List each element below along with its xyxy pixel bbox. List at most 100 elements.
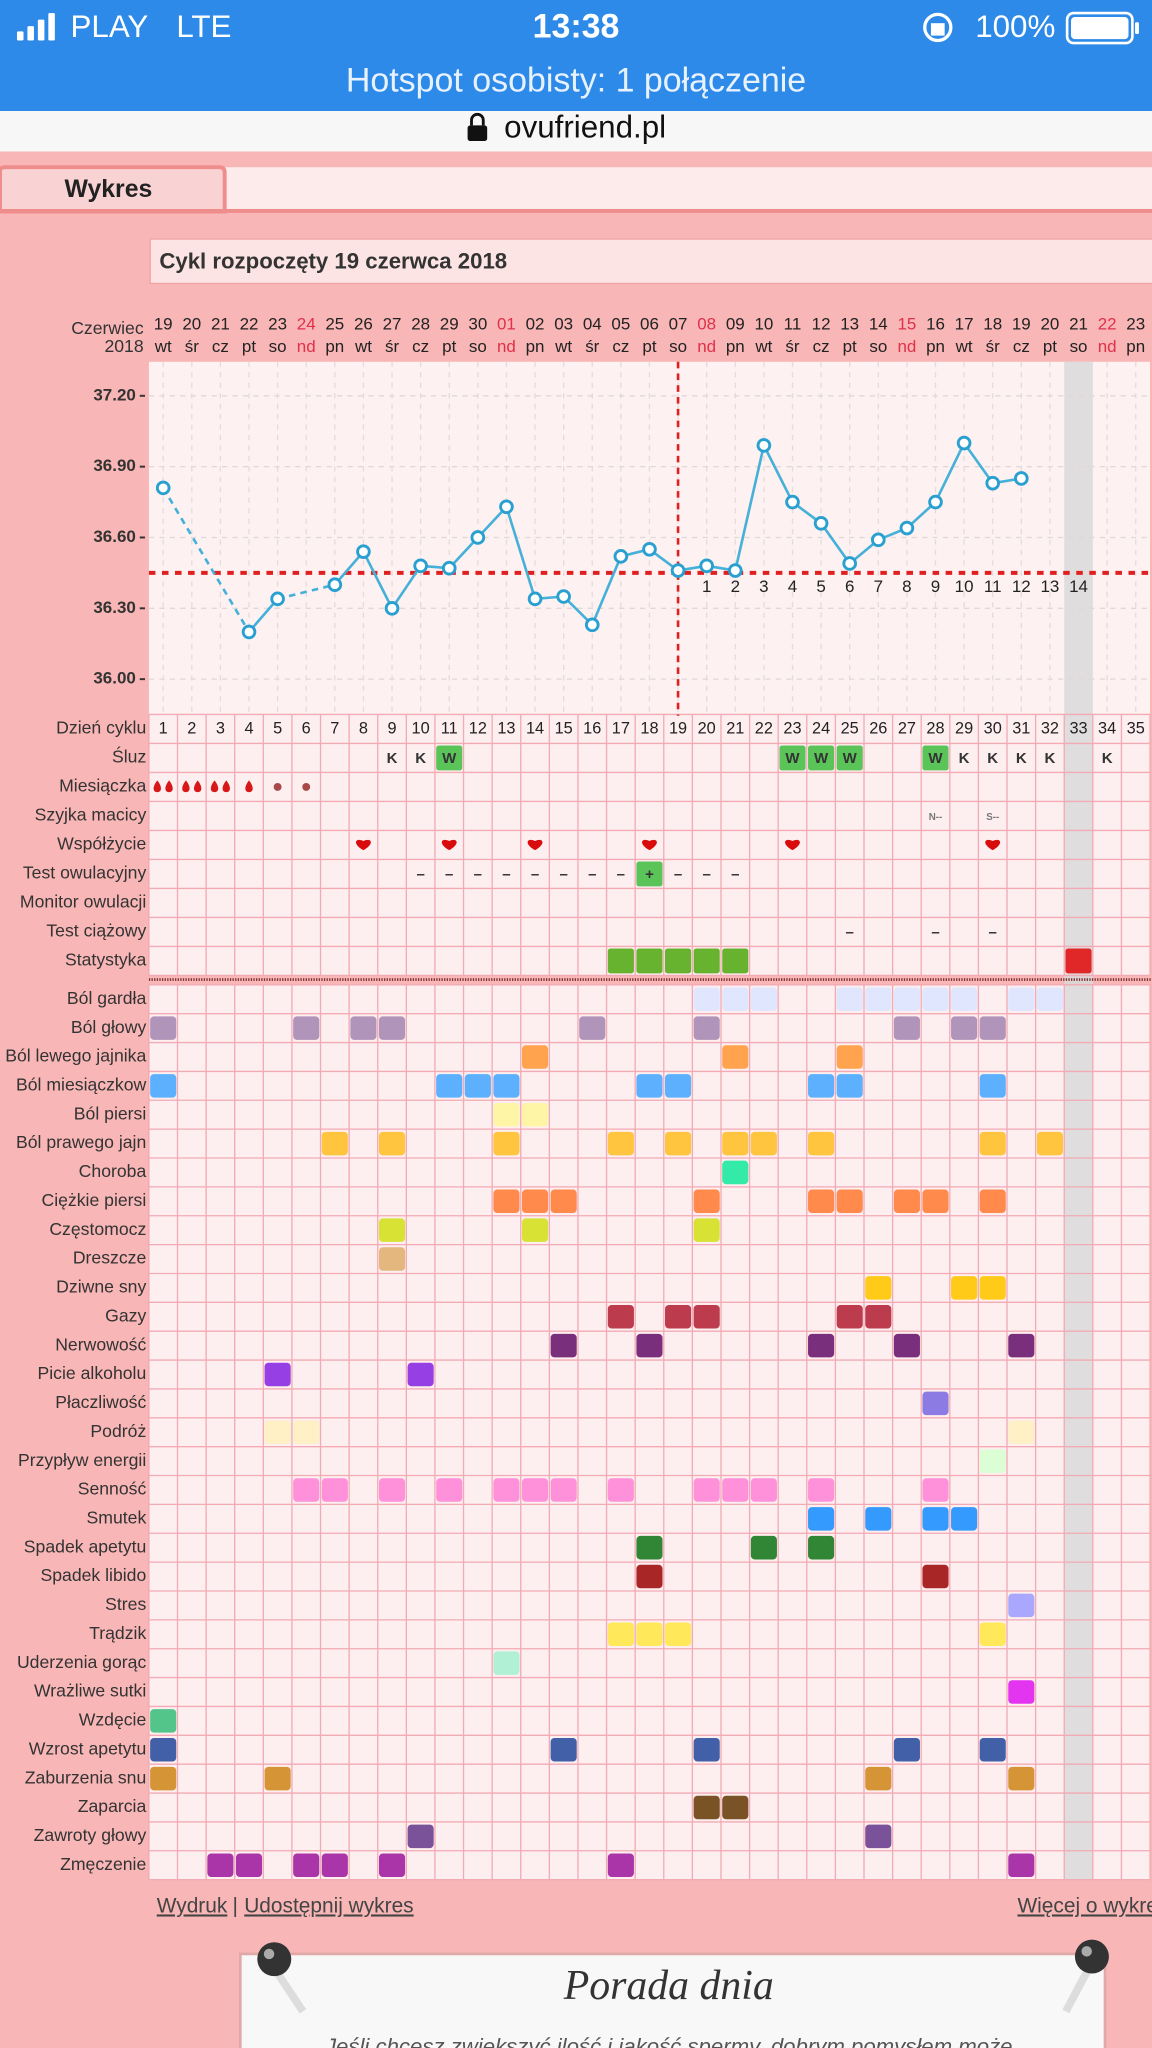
weekday-label: śr (185, 337, 199, 356)
symptom-marker (979, 1131, 1006, 1156)
symptom-marker (264, 1420, 291, 1444)
cell-text: – (731, 866, 739, 883)
tab-label[interactable]: Wykres (65, 176, 153, 203)
symptom-marker (636, 1622, 663, 1647)
dot-marker (302, 783, 311, 791)
tab-underline (0, 208, 1152, 213)
symptom-marker (693, 987, 720, 1012)
cycle-day: 9 (387, 719, 396, 737)
row-label: Monitor owulacji (20, 892, 146, 912)
temperature-point (813, 515, 829, 531)
date-label: 20 (182, 315, 201, 334)
symptom-marker (693, 1218, 720, 1242)
weekday-label: pn (1126, 337, 1145, 356)
symptom-marker (808, 1535, 835, 1560)
share-link[interactable]: Udostępnij wykres (244, 1894, 413, 1917)
date-label: 16 (926, 315, 945, 334)
tip-title: Porada dnia (563, 1963, 774, 2009)
cell-text: K (387, 750, 398, 767)
cell-text: W (785, 750, 800, 767)
more-link[interactable]: Więcej o wykre (1017, 1894, 1152, 1917)
symptom-label: Smutek (87, 1507, 147, 1527)
url[interactable]: ovufriend.pl (504, 110, 666, 145)
row-label: Dzień cyklu (56, 718, 146, 738)
cell-text: – (474, 866, 482, 883)
symptom-marker (636, 1074, 663, 1098)
cycle-day: 8 (359, 719, 368, 737)
drop-marker (245, 780, 253, 793)
date-label: 28 (411, 315, 430, 334)
weekday-label: pn (325, 337, 344, 356)
temperature-segment (734, 445, 766, 571)
symptom-marker (407, 1362, 434, 1387)
cell-text: – (846, 924, 854, 941)
symptom-marker (636, 1535, 663, 1560)
cycle-day: 32 (1041, 719, 1059, 737)
heart-marker (441, 839, 457, 851)
y-tick-label: 36.30 (93, 598, 135, 617)
cycle-day: 2 (187, 719, 196, 737)
drop-marker (182, 780, 202, 793)
symptom-marker (893, 1016, 920, 1040)
symptom-marker (922, 1564, 949, 1589)
temperature-point (499, 499, 514, 515)
post-ovulation-day: 10 (955, 577, 974, 596)
weekday-label: so (1070, 337, 1088, 356)
symptom-label: Zmęczenie (60, 1854, 146, 1874)
cell-text: – (588, 866, 596, 883)
symptom-marker (808, 1507, 835, 1531)
symptom-marker (436, 1478, 463, 1502)
row-label: Test ciążowy (46, 921, 146, 941)
symptom-marker (979, 1074, 1006, 1098)
symptom-marker (321, 1853, 348, 1877)
weekday-label: so (869, 337, 887, 356)
symptom-marker (979, 1622, 1006, 1647)
symptom-marker (922, 1391, 949, 1416)
print-link[interactable]: Wydruk (157, 1894, 228, 1917)
symptom-marker (979, 1276, 1006, 1300)
cycle-day: 18 (640, 719, 658, 737)
cell-text: – (445, 866, 453, 883)
network: LTE (176, 9, 231, 44)
temperature-point (756, 438, 772, 453)
post-ovulation-day: 14 (1069, 577, 1088, 596)
symptom-marker (808, 1074, 835, 1098)
hotspot-banner: Hotspot osobisty: 1 połączenie (346, 61, 806, 99)
cell-text: W (928, 750, 943, 767)
symptom-marker (722, 1160, 749, 1185)
symptom-marker (293, 1478, 320, 1502)
date-label: 13 (840, 315, 859, 334)
post-ovulation-day: 3 (759, 577, 768, 596)
symptom-marker (607, 1305, 634, 1329)
row-label: Miesiączka (59, 776, 146, 796)
symptom-marker (893, 987, 920, 1012)
symptom-label: Zaparcia (78, 1796, 147, 1816)
symptom-marker (636, 1564, 663, 1589)
temperature-segment (505, 506, 537, 600)
symptom-marker (1008, 987, 1035, 1012)
symptom-marker (951, 987, 978, 1012)
symptom-marker (1008, 1853, 1035, 1877)
symptom-marker (922, 1507, 949, 1531)
symptom-label: Senność (78, 1479, 147, 1499)
temperature-point (584, 617, 600, 633)
rotation-lock-icon (923, 12, 953, 43)
symptom-marker (865, 1766, 892, 1791)
date-label: 17 (955, 315, 974, 334)
symptom-marker (922, 1478, 949, 1502)
symptom-marker (150, 1737, 177, 1762)
tab[interactable] (0, 165, 227, 214)
symptom-marker (293, 1853, 320, 1877)
symptom-marker (321, 1478, 348, 1502)
symptom-label: Częstomocz (49, 1219, 146, 1239)
symptom-marker (808, 1333, 835, 1358)
box-marker (607, 948, 634, 974)
cell-text: – (989, 924, 997, 941)
temperature-point (327, 577, 343, 593)
post-ovulation-day: 5 (816, 577, 825, 596)
weekday-label: cz (612, 337, 629, 356)
date-label: 18 (983, 315, 1002, 334)
